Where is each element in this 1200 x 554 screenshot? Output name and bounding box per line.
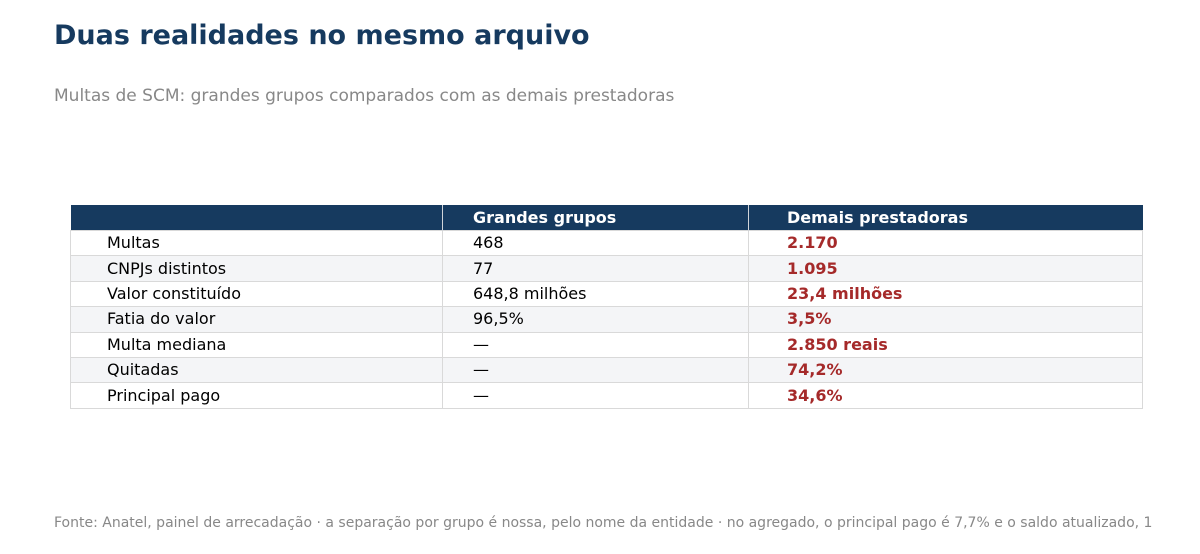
row-label: Multa mediana <box>70 331 443 358</box>
page-title: Duas realidades no mesmo arquivo <box>54 20 590 51</box>
row-label: CNPJs distintos <box>70 255 443 282</box>
cell-demais-prestadoras: 74,2% <box>748 356 1143 384</box>
cell-demais-prestadoras: 1.095 <box>748 255 1143 282</box>
source-note: Fonte: Anatel, painel de arrecadação · a… <box>54 515 1153 531</box>
row-label: Principal pago <box>70 382 443 409</box>
cell-demais-prestadoras: 34,6% <box>748 382 1143 409</box>
column-header-grandes-grupos: Grandes grupos <box>442 205 749 231</box>
cell-demais-prestadoras: 23,4 milhões <box>748 280 1143 308</box>
table-row: Multas 468 2.170 <box>70 229 1143 257</box>
table-row: Multa mediana — 2.850 reais <box>70 331 1143 358</box>
cell-grandes-grupos: 468 <box>442 229 749 257</box>
column-header-label <box>70 205 443 231</box>
table-row: CNPJs distintos 77 1.095 <box>70 255 1143 282</box>
table-row: Principal pago — 34,6% <box>70 382 1143 409</box>
cell-grandes-grupos: — <box>442 382 749 409</box>
cell-grandes-grupos: 96,5% <box>442 306 749 333</box>
cell-grandes-grupos: — <box>442 331 749 358</box>
comparison-table: Grandes grupos Demais prestadoras Multas… <box>70 205 1143 409</box>
cell-demais-prestadoras: 3,5% <box>748 306 1143 333</box>
row-label: Fatia do valor <box>70 306 443 333</box>
table-row: Fatia do valor 96,5% 3,5% <box>70 306 1143 333</box>
table-row: Quitadas — 74,2% <box>70 356 1143 384</box>
row-label: Quitadas <box>70 356 443 384</box>
table-header-row: Grandes grupos Demais prestadoras <box>70 205 1143 231</box>
cell-grandes-grupos: 648,8 milhões <box>442 280 749 308</box>
cell-demais-prestadoras: 2.170 <box>748 229 1143 257</box>
cell-demais-prestadoras: 2.850 reais <box>748 331 1143 358</box>
cell-grandes-grupos: 77 <box>442 255 749 282</box>
row-label: Multas <box>70 229 443 257</box>
column-header-demais-prestadoras: Demais prestadoras <box>748 205 1143 231</box>
page-subtitle: Multas de SCM: grandes grupos comparados… <box>54 86 675 106</box>
cell-grandes-grupos: — <box>442 356 749 384</box>
row-label: Valor constituído <box>70 280 443 308</box>
table-row: Valor constituído 648,8 milhões 23,4 mil… <box>70 280 1143 308</box>
